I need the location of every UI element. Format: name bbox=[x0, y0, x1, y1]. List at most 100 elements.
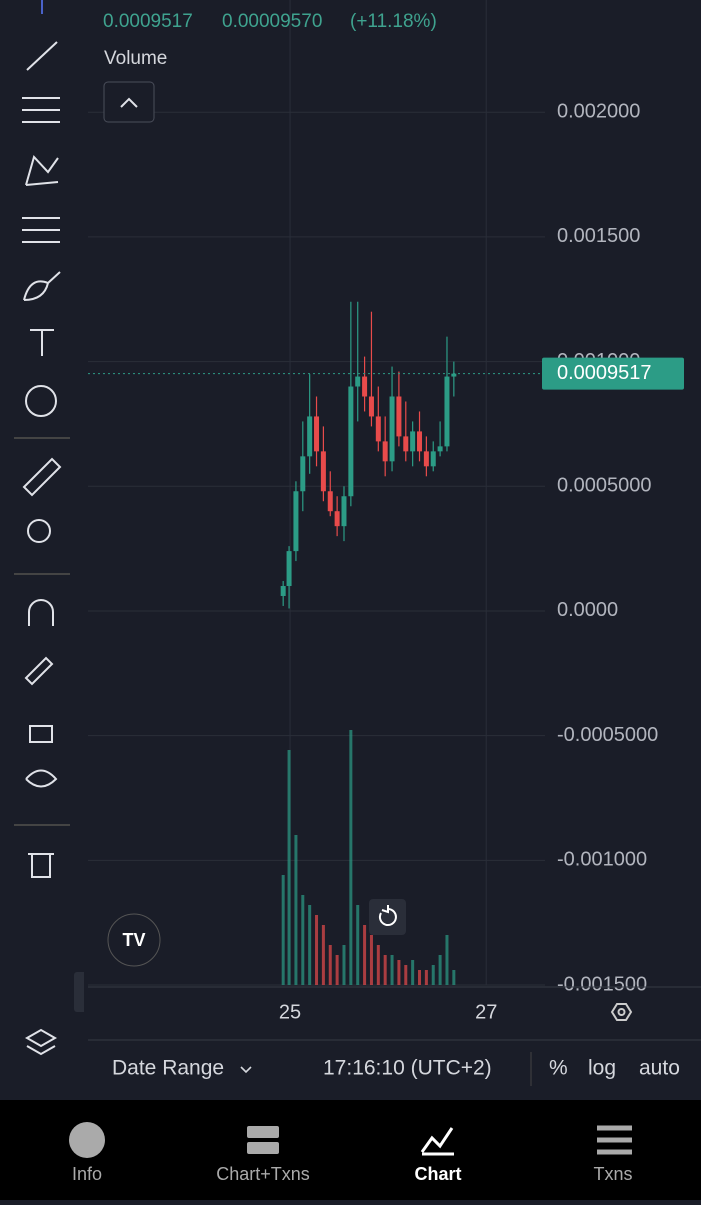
toolbar-toggle[interactable] bbox=[74, 972, 84, 1012]
tool-ruler[interactable] bbox=[22, 457, 62, 497]
tool-layers[interactable] bbox=[24, 1028, 58, 1056]
candle-body bbox=[410, 431, 416, 452]
drawing-toolbar bbox=[0, 0, 84, 1100]
y-tick-label: -0.0005000 bbox=[557, 724, 658, 746]
volume-bar bbox=[335, 955, 339, 985]
tool-text[interactable] bbox=[30, 329, 54, 356]
volume-bar bbox=[418, 970, 422, 985]
ohlc-price: 0.0009517 bbox=[103, 11, 193, 32]
reset-button[interactable] bbox=[369, 899, 406, 935]
log-toggle[interactable]: log bbox=[588, 1057, 616, 1080]
tool-delete[interactable] bbox=[28, 853, 54, 878]
candle-body bbox=[430, 451, 436, 467]
candle-body bbox=[280, 586, 286, 596]
volume-bar bbox=[397, 960, 401, 985]
pane-label: Volume bbox=[104, 48, 167, 69]
volume-bar bbox=[363, 925, 367, 985]
candle-body bbox=[341, 496, 347, 527]
date-range-caret bbox=[240, 1066, 252, 1074]
volume-bar bbox=[383, 955, 387, 985]
chart-txns-icon bbox=[247, 1126, 279, 1138]
volume-bar bbox=[301, 895, 305, 985]
candle-body bbox=[403, 436, 409, 452]
tool-pattern[interactable] bbox=[25, 155, 59, 186]
volume-bar bbox=[349, 730, 353, 985]
x-tick-label: 27 bbox=[475, 1001, 497, 1023]
y-tick-label: 0.0000 bbox=[557, 599, 618, 621]
chart-icon bbox=[420, 1127, 454, 1156]
volume-bar bbox=[321, 925, 325, 985]
tool-hide[interactable] bbox=[25, 769, 58, 788]
candle-body bbox=[375, 416, 381, 442]
volume-bar bbox=[445, 935, 449, 985]
chart: 0.0020000.0015000.0010000.00050000.0000-… bbox=[88, 0, 701, 1086]
candle-body bbox=[382, 441, 388, 462]
ohlc-change: 0.00009570 bbox=[222, 11, 322, 32]
tool-lock[interactable] bbox=[29, 725, 53, 743]
tool-line[interactable] bbox=[26, 41, 58, 71]
candle-body bbox=[320, 451, 326, 492]
candle-body bbox=[389, 396, 395, 462]
info-icon bbox=[69, 1122, 105, 1158]
reset-icon bbox=[378, 905, 397, 926]
y-tick-label: -0.001500 bbox=[557, 973, 647, 995]
tool-fib[interactable] bbox=[22, 97, 60, 123]
candle-body bbox=[396, 396, 402, 437]
candle-body bbox=[334, 511, 340, 527]
clock: 17:16:10 (UTC+2) bbox=[323, 1057, 492, 1080]
y-tick-label: 0.001500 bbox=[557, 225, 640, 247]
volume-bar bbox=[431, 965, 435, 985]
volume-bar bbox=[452, 970, 456, 985]
volume-bar bbox=[294, 835, 298, 985]
txns-icon bbox=[597, 1125, 632, 1155]
tool-magnet[interactable] bbox=[28, 599, 54, 626]
candle-body bbox=[314, 416, 320, 452]
tool-emoji[interactable] bbox=[25, 385, 57, 417]
y-tick-label: 0.0005000 bbox=[557, 475, 652, 497]
candle-body bbox=[444, 376, 450, 447]
tool-brush[interactable] bbox=[23, 271, 61, 301]
candle-body bbox=[355, 376, 361, 387]
candle-body bbox=[348, 386, 354, 497]
y-tick-label: 0.002000 bbox=[557, 100, 640, 122]
candle-body bbox=[300, 456, 306, 492]
volume-bar bbox=[369, 935, 373, 985]
candle-body bbox=[368, 396, 374, 417]
volume-bar bbox=[281, 875, 285, 985]
volume-bar bbox=[342, 945, 346, 985]
tool-zoom[interactable] bbox=[27, 519, 51, 543]
tab-chart[interactable]: Chart bbox=[414, 1164, 461, 1184]
x-tick-label: 25 bbox=[279, 1001, 301, 1023]
candle-body bbox=[362, 376, 368, 397]
candle-body bbox=[286, 551, 292, 587]
volume-bar bbox=[356, 905, 360, 985]
volume-bar bbox=[438, 955, 442, 985]
tv-logo[interactable] bbox=[107, 913, 161, 967]
percent-toggle[interactable]: % bbox=[549, 1057, 568, 1080]
collapse-button[interactable] bbox=[103, 81, 155, 123]
date-range[interactable]: Date Range bbox=[112, 1057, 224, 1080]
chart-txns-icon-lower bbox=[247, 1142, 279, 1154]
volume-bar bbox=[390, 955, 394, 985]
volume-bar bbox=[404, 965, 408, 985]
settings-dot bbox=[617, 1008, 626, 1016]
tab-chart-txns[interactable]: Chart+Txns bbox=[216, 1164, 310, 1184]
tool-forecast[interactable] bbox=[22, 217, 60, 243]
settings-icon[interactable] bbox=[610, 1003, 633, 1021]
tab-txns[interactable]: Txns bbox=[593, 1164, 632, 1184]
tab-bar-graphic: Info Chart+Txns Chart Txns bbox=[69, 1122, 633, 1184]
volume-bar bbox=[328, 945, 332, 985]
candle-body bbox=[417, 431, 423, 452]
volume-bar bbox=[308, 905, 312, 985]
volume-bar bbox=[376, 945, 380, 985]
candle-body bbox=[327, 491, 333, 512]
tab-info[interactable]: Info bbox=[72, 1164, 102, 1184]
last-price-label: 0.0009517 bbox=[557, 362, 652, 384]
tab-bar: Info Chart+Txns Chart Txns bbox=[0, 1100, 701, 1200]
auto-toggle[interactable]: auto bbox=[639, 1057, 680, 1080]
tool-lock-drawing[interactable] bbox=[24, 656, 54, 686]
volume-bar bbox=[424, 970, 428, 985]
volume-bar bbox=[287, 750, 291, 985]
candle-body bbox=[451, 373, 457, 377]
